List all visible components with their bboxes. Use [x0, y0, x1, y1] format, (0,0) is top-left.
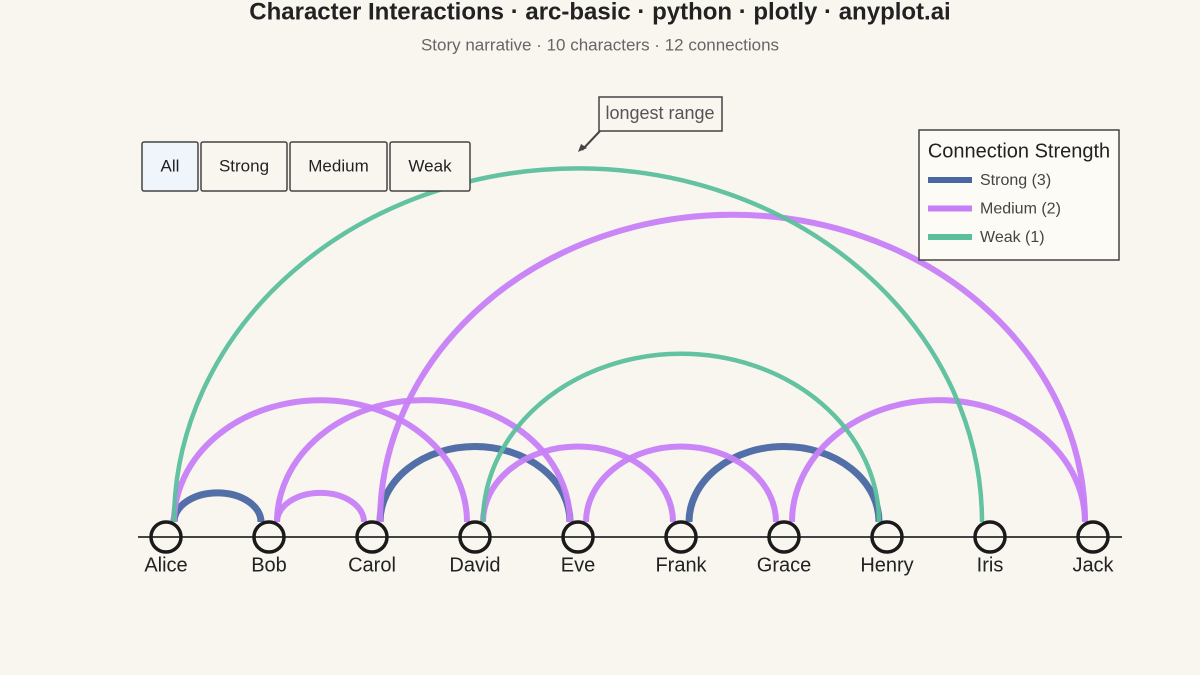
node-label: Carol [348, 554, 396, 576]
arc [171, 397, 470, 523]
node-label: Alice [144, 554, 187, 576]
arc [583, 443, 779, 523]
chart-subtitle: Story narrative · 10 characters · 12 con… [421, 35, 779, 54]
arc [376, 443, 574, 523]
node [458, 520, 492, 554]
arc [480, 351, 882, 523]
node-label: Grace [757, 554, 811, 576]
annotation-box [598, 96, 723, 132]
arc [171, 166, 985, 523]
node-label: Eve [561, 554, 595, 576]
annotation-arrowhead [578, 144, 587, 152]
node-label: Iris [977, 554, 1004, 576]
legend-label: Weak (1) [980, 229, 1045, 246]
node [973, 520, 1007, 554]
filter-button[interactable] [389, 141, 471, 192]
filter-button-label[interactable]: Weak [408, 156, 452, 175]
annotation-text: longest range [605, 103, 714, 123]
node-label: Bob [251, 554, 287, 576]
filter-button[interactable] [141, 141, 199, 192]
arc [480, 443, 676, 523]
filter-button[interactable] [200, 141, 288, 192]
filter-button-label[interactable]: Strong [219, 156, 269, 175]
chart-title: Character Interactions · arc-basic · pyt… [249, 0, 950, 25]
arc [789, 397, 1088, 523]
legend-title: Connection Strength [928, 140, 1110, 162]
annotation: longest range [578, 96, 723, 152]
arc [274, 489, 367, 523]
arc [377, 211, 1088, 523]
filter-button-label[interactable]: Medium [308, 156, 368, 175]
filter-button[interactable] [289, 141, 388, 192]
node-label: David [449, 554, 500, 576]
node [561, 520, 595, 554]
legend-label: Medium (2) [980, 201, 1061, 218]
node [1076, 520, 1110, 554]
node-label: Frank [655, 554, 707, 576]
filter-button-label[interactable]: All [161, 156, 180, 175]
node [664, 520, 698, 554]
node [355, 520, 389, 554]
node-label: Jack [1072, 554, 1114, 576]
arc [170, 489, 265, 523]
arc [274, 397, 573, 523]
node-label: Henry [860, 554, 913, 576]
arc [685, 443, 883, 523]
node [252, 520, 286, 554]
node [149, 520, 183, 554]
node [870, 520, 904, 554]
legend-label: Strong (3) [980, 172, 1051, 189]
node [767, 520, 801, 554]
